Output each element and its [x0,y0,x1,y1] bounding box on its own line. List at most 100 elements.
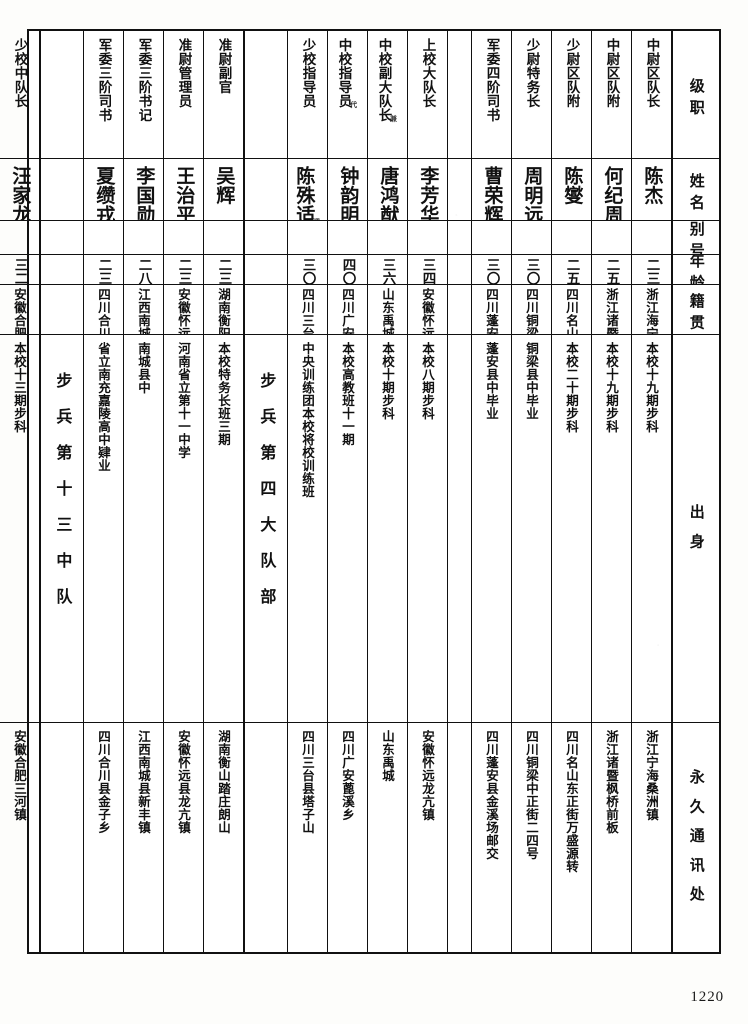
record-column[interactable]: 少尉特务长 周明远 三〇 四川铜梁 铜梁县中毕业 四川铜梁中正街二四号 [511,31,551,952]
rank-text: 中校指导员 [335,38,352,109]
record-column[interactable]: 军委三阶书记 李国勋 二八 江西南城 南城县中 江西南城县新丰镇 [123,31,163,952]
rank-text: 准尉管理员 [175,38,192,109]
cell-alias [632,220,671,254]
age-text: 三六 [379,258,396,284]
age-text: 二八 [135,258,152,284]
cell-age: 三〇 [472,254,511,284]
addr-text: 安徽怀远县龙亢镇 [176,730,191,834]
rank-annotation-superscript: 兼 [389,115,398,123]
addr-text: 安徽合肥三河镇 [12,730,27,821]
cell-name: 何纪周 [592,158,631,220]
name-wrap: 陈杰 [641,162,664,206]
header-label-alias: 别号 [687,220,706,255]
rank-text: 军委三阶书记 [135,38,152,123]
cell-alias [512,220,551,254]
origin-text: 蓬安县中毕业 [484,341,499,420]
group-cell-native [448,283,471,334]
origin-text: 本校高教班十一期 [340,341,355,446]
native-text: 四川名山 [564,287,579,334]
group-cell-rank [448,31,471,158]
origin-text: 本校二十期步科 [564,341,579,433]
record-column[interactable]: 中校副大队长兼唐鸿猷 三六 山东禹城 本校十期步科 山东禹城 [367,31,407,952]
cell-name: 李国勋 [124,158,163,220]
cell-native: 四川广安 [328,283,367,334]
cell-addr: 四川广安蓖溪乡 [328,722,367,952]
name-text: 何纪周 [601,166,624,221]
rank-wrap: 中尉区队长 [644,34,660,108]
cell-native: 湖南衡阳 [204,283,243,334]
rank-wrap: 准尉副官 [216,34,232,94]
group-label: 步兵第十三中队 [53,371,73,624]
cell-origin: 本校二十期步科 [552,333,591,722]
header-label-native: 籍贯 [687,292,706,334]
cell-native: 山东禹城 [368,283,407,334]
cell-native: 四川铜梁 [512,283,551,334]
header-cell-age: 年龄 [673,254,719,284]
cell-addr: 四川名山东正街万盛源转 [552,722,591,952]
cell-addr: 四川铜梁中正街二四号 [512,722,551,952]
group-cell-addr [41,722,83,952]
rank-wrap: 军委三阶书记 [135,34,152,123]
name-wrap: 李国勋 [133,162,155,220]
cell-age: 二三 [632,254,671,284]
record-column[interactable]: 少校指导员陈殊适调三〇四川三台中央训练团本校将校训练班四川三台县塔子山 [287,31,327,952]
record-column[interactable]: 上校大队长 李芳华 三四 安徽怀远 本校八期步科 安徽怀远龙亢镇 [407,31,447,952]
name-text: 夏缵戎 [93,166,116,221]
record-column[interactable]: 军委三阶司书 夏缵戎 二三 四川合川 省立南充嘉陵高中肄业 四川合川县金子乡 [83,31,123,952]
rank-wrap: 少校中队长 [11,34,28,109]
record-column[interactable]: 准尉副官 吴辉 二三 湖南衡阳 本校特务长班三期 湖南衡山踏庄朗山 [203,31,243,952]
age-text: 三〇 [523,258,540,284]
rank-wrap: 军委四阶司书 [483,34,500,123]
addr-text: 四川铜梁中正街二四号 [524,730,539,860]
cell-native: 浙江诸暨 [592,283,631,334]
record-column[interactable]: 中校指导员代钟韵明 四〇 四川广安 本校高教班十一期 四川广安蓖溪乡 [327,31,367,952]
name-wrap: 周明远 [521,162,544,221]
cell-alias [592,220,631,254]
cell-origin: 本校十九期步科 [592,333,631,722]
cell-addr: 安徽怀远龙亢镇 [408,722,447,952]
cell-name: 陈燮 [552,158,591,220]
rank-text: 军委四阶司书 [483,38,500,123]
record-column[interactable]: 少尉区队附 陈燮 二五 四川名山 本校二十期步科 四川名山东正街万盛源转 [551,31,591,952]
record-column[interactable]: 军委四阶司书 曹荣辉 三〇 四川蓬安 蓬安县中毕业 四川蓬安县金溪场邮交 [471,31,511,952]
rank-text: 少校中队长 [11,38,28,109]
cell-rank: 少尉特务长 [512,31,551,158]
record-column[interactable]: 少校中队长 汪家龙 三二 安徽合肥 本校十三期步科 安徽合肥三河镇 [0,31,39,952]
record-column[interactable]: 准尉管理员 王治平 二三 安徽怀远 河南省立第十一中学 安徽怀远县龙亢镇 [163,31,203,952]
record-column[interactable]: 中尉区队长 陈杰 二三 浙江海宁 本校十九期步科 浙江宁海桑洲镇 [631,31,671,952]
record-column[interactable]: 中尉区队附 何纪周 二五 浙江诸暨 本校十九期步科 浙江诸暨枫桥前板 [591,31,631,952]
native-text: 浙江诸暨 [604,287,619,334]
cell-name: 钟韵明 [328,158,367,220]
cell-native: 四川蓬安 [472,283,511,334]
cell-age: 三四 [408,254,447,284]
rank-wrap: 中校指导员代 [336,34,358,108]
group-cell-rank [245,31,287,158]
name-text: 周明远 [521,166,544,221]
origin-text: 本校十三期步科 [12,341,27,433]
cell-alias [124,220,163,254]
cell-addr: 四川蓬安县金溪场邮交 [472,722,511,952]
addr-text: 四川合川县金子乡 [96,730,111,834]
cell-age: 三二 [0,254,39,284]
rank-wrap: 中尉区队附 [603,34,620,109]
rank-text: 中尉区队附 [603,38,620,109]
name-text: 李芳华 [417,166,440,221]
rank-wrap: 少尉区队附 [563,34,580,109]
name-text: 钟韵明 [337,166,360,221]
origin-text: 本校十期步科 [380,341,395,420]
rank-text: 少尉区队附 [563,38,580,109]
cell-name: 夏缵戎 [84,158,123,220]
cell-rank: 军委三阶司书 [84,31,123,158]
name-text: 陈杰 [641,166,664,206]
cell-rank: 少尉区队附 [552,31,591,158]
origin-text: 河南省立第十一中学 [176,341,191,459]
rank-wrap: 军委三阶司书 [96,34,112,122]
header-label-name: 姓名 [687,173,706,216]
cell-alias [0,220,39,254]
cell-native: 安徽合肥 [0,283,39,334]
group-cell-addr [448,722,471,952]
cell-addr: 安徽合肥三河镇 [0,722,39,952]
cell-name: 李芳华 [408,158,447,220]
cell-origin: 本校八期步科 [408,333,447,722]
name-wrap: 何纪周 [601,162,624,221]
